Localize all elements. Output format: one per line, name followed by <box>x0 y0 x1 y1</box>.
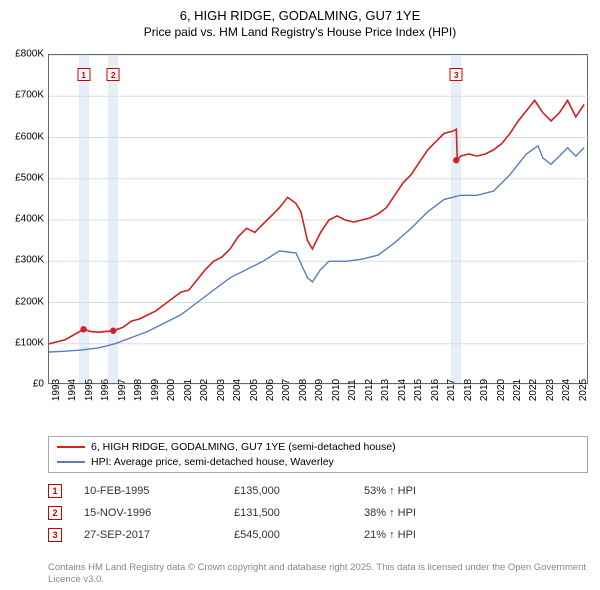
table-row: 2 15-NOV-1996 £131,500 38% ↑ HPI <box>48 502 588 524</box>
x-tick-label: 2023 <box>545 379 556 401</box>
x-tick-label: 2001 <box>183 379 194 401</box>
x-tick-label: 1997 <box>117 379 128 401</box>
x-tick-label: 2021 <box>512 379 523 401</box>
sale-delta: 21% ↑ HPI <box>364 529 524 541</box>
x-tick-label: 2011 <box>347 379 358 401</box>
sale-price: £135,000 <box>234 485 364 497</box>
sale-dot <box>453 157 459 163</box>
x-tick-label: 2015 <box>413 379 424 401</box>
legend-label: HPI: Average price, semi-detached house,… <box>91 456 334 468</box>
plot-marker-badge: 3 <box>450 68 463 81</box>
x-tick-label: 1999 <box>150 379 161 401</box>
legend-swatch <box>57 461 85 463</box>
table-row: 1 10-FEB-1995 £135,000 53% ↑ HPI <box>48 480 588 502</box>
x-tick-label: 1998 <box>133 379 144 401</box>
plot-area: 1 2 3 <box>48 54 588 384</box>
y-tick-label: £100K <box>15 337 44 348</box>
x-tick-label: 2008 <box>298 379 309 401</box>
x-tick-label: 2006 <box>265 379 276 401</box>
x-tick-label: 2016 <box>430 379 441 401</box>
sale-date: 27-SEP-2017 <box>84 529 234 541</box>
marker-badge: 3 <box>48 528 62 542</box>
x-axis: 1993199419951996199719981999200020012002… <box>48 384 588 434</box>
legend-swatch <box>57 446 85 448</box>
marker-badge: 2 <box>48 506 62 520</box>
title-address: 6, HIGH RIDGE, GODALMING, GU7 1YE <box>10 8 590 23</box>
y-tick-label: £300K <box>15 255 44 266</box>
y-tick-label: £400K <box>15 214 44 225</box>
marker-badge: 1 <box>48 484 62 498</box>
x-tick-label: 2003 <box>216 379 227 401</box>
legend-label: 6, HIGH RIDGE, GODALMING, GU7 1YE (semi-… <box>91 441 396 453</box>
sale-date: 10-FEB-1995 <box>84 485 234 497</box>
series-price_paid <box>49 100 584 343</box>
x-tick-label: 2005 <box>249 379 260 401</box>
x-tick-label: 2019 <box>479 379 490 401</box>
sale-dot <box>80 326 86 332</box>
sale-delta: 38% ↑ HPI <box>364 507 524 519</box>
y-tick-label: £600K <box>15 131 44 142</box>
series-hpi <box>49 146 584 352</box>
x-tick-label: 2025 <box>578 379 589 401</box>
sale-dot <box>110 328 116 334</box>
x-tick-label: 2018 <box>463 379 474 401</box>
sale-marker-table: 1 10-FEB-1995 £135,000 53% ↑ HPI 2 15-NO… <box>48 480 588 546</box>
x-tick-label: 2000 <box>166 379 177 401</box>
table-row: 3 27-SEP-2017 £545,000 21% ↑ HPI <box>48 524 588 546</box>
y-axis: £0£100K£200K£300K£400K£500K£600K£700K£80… <box>0 54 48 384</box>
x-tick-label: 2012 <box>364 379 375 401</box>
y-tick-label: £0 <box>33 379 44 390</box>
y-tick-label: £800K <box>15 49 44 60</box>
x-tick-label: 2022 <box>528 379 539 401</box>
chart-svg <box>49 55 589 385</box>
x-tick-label: 1993 <box>51 379 62 401</box>
x-tick-label: 2017 <box>446 379 457 401</box>
legend-item: HPI: Average price, semi-detached house,… <box>57 456 579 468</box>
sale-date: 15-NOV-1996 <box>84 507 234 519</box>
x-tick-label: 2002 <box>199 379 210 401</box>
sale-delta: 53% ↑ HPI <box>364 485 524 497</box>
x-tick-label: 2014 <box>397 379 408 401</box>
x-tick-label: 1996 <box>100 379 111 401</box>
title-subtitle: Price paid vs. HM Land Registry's House … <box>10 25 590 39</box>
x-tick-label: 1995 <box>84 379 95 401</box>
x-tick-label: 2007 <box>281 379 292 401</box>
x-tick-label: 2024 <box>561 379 572 401</box>
x-tick-label: 2010 <box>331 379 342 401</box>
x-tick-label: 2009 <box>314 379 325 401</box>
sale-price: £545,000 <box>234 529 364 541</box>
x-tick-label: 2020 <box>496 379 507 401</box>
title-block: 6, HIGH RIDGE, GODALMING, GU7 1YE Price … <box>0 0 600 43</box>
legend: 6, HIGH RIDGE, GODALMING, GU7 1YE (semi-… <box>48 436 588 473</box>
legend-item: 6, HIGH RIDGE, GODALMING, GU7 1YE (semi-… <box>57 441 579 453</box>
x-tick-label: 2013 <box>380 379 391 401</box>
sale-price: £131,500 <box>234 507 364 519</box>
y-tick-label: £200K <box>15 296 44 307</box>
x-tick-label: 1994 <box>67 379 78 401</box>
chart-container: 6, HIGH RIDGE, GODALMING, GU7 1YE Price … <box>0 0 600 590</box>
y-tick-label: £500K <box>15 172 44 183</box>
plot-marker-badge: 2 <box>107 68 120 81</box>
y-tick-label: £700K <box>15 90 44 101</box>
x-tick-label: 2004 <box>232 379 243 401</box>
plot-marker-badge: 1 <box>77 68 90 81</box>
attribution-text: Contains HM Land Registry data © Crown c… <box>48 562 588 586</box>
